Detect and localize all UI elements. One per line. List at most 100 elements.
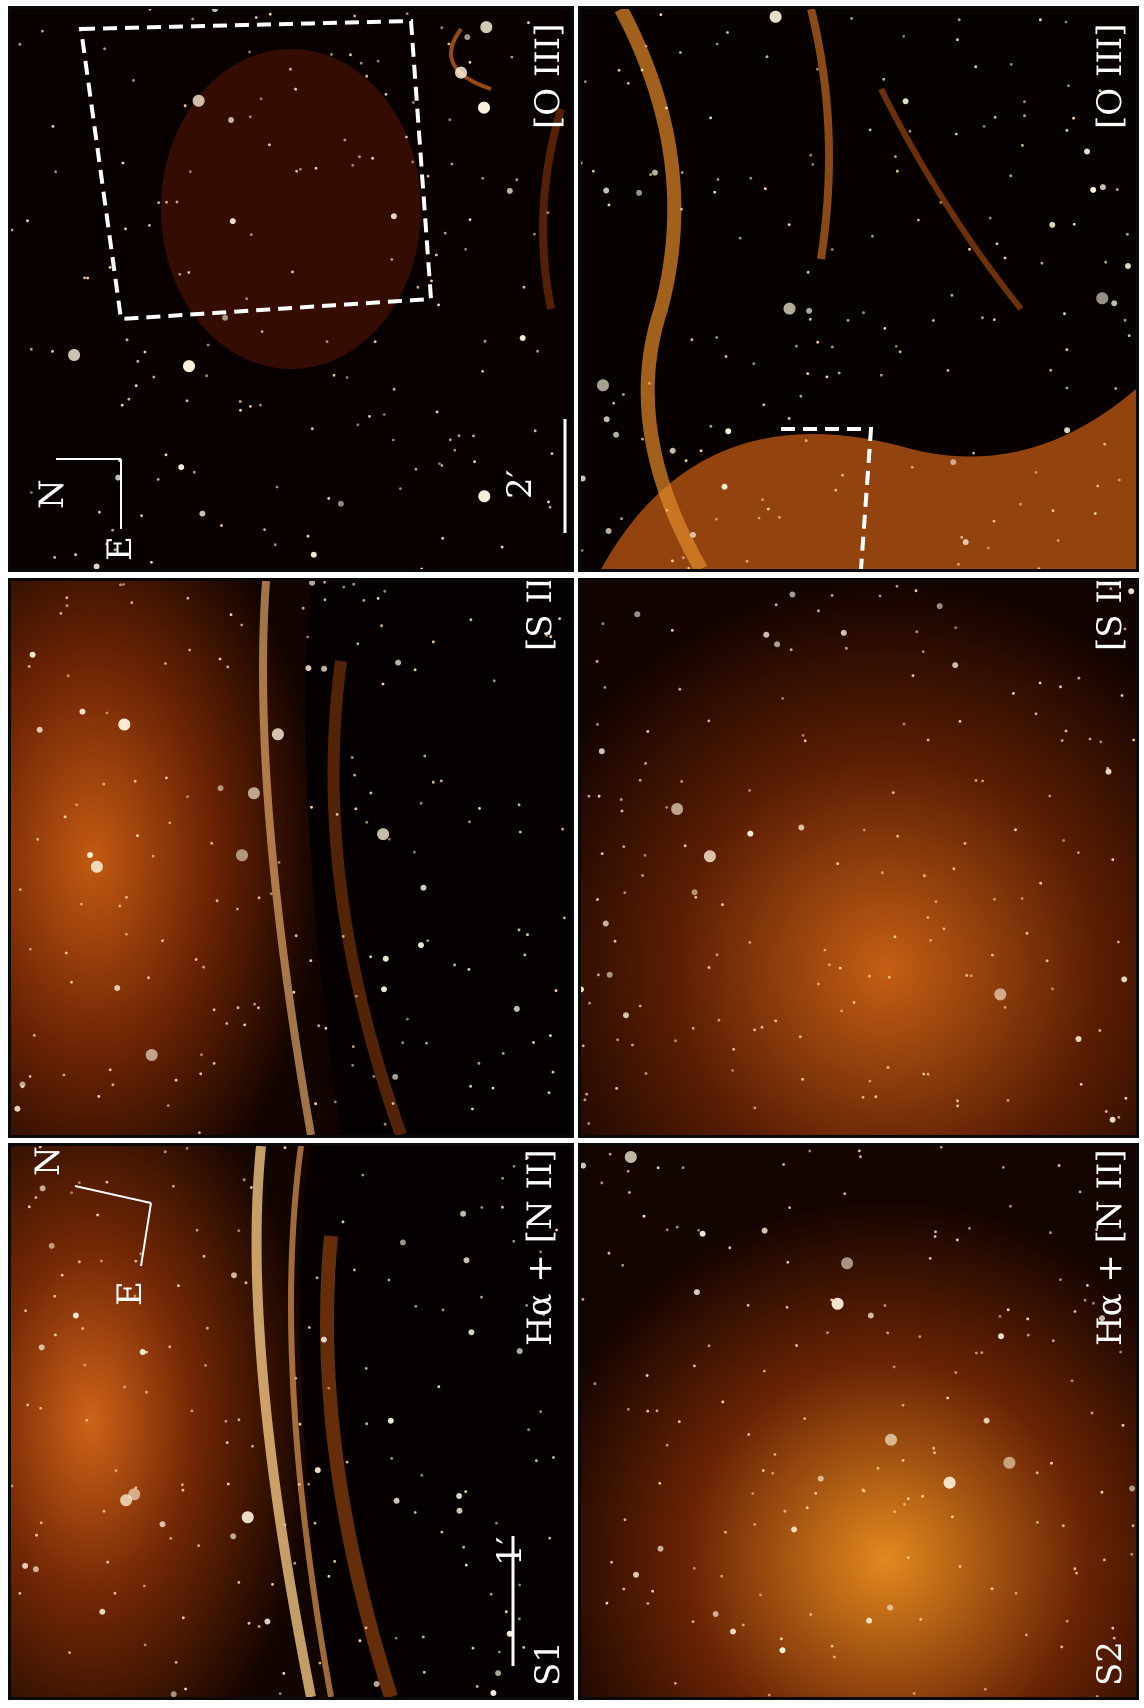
star (874, 1095, 878, 1099)
star (1056, 539, 1060, 542)
star (649, 173, 652, 177)
star (644, 44, 648, 48)
star (1026, 1317, 1030, 1321)
star (464, 34, 471, 41)
star (965, 974, 969, 977)
star (317, 1024, 321, 1028)
star (100, 1259, 103, 1263)
star (229, 218, 236, 225)
star (561, 827, 564, 831)
star (29, 651, 36, 658)
star (145, 1049, 158, 1061)
star (1100, 1490, 1104, 1494)
star (683, 844, 687, 848)
star (741, 1623, 745, 1627)
star (699, 449, 703, 453)
star (680, 780, 684, 783)
star (717, 1018, 721, 1022)
star (1025, 931, 1029, 935)
star (809, 1613, 813, 1616)
star (414, 467, 418, 471)
star (826, 1331, 829, 1335)
star (54, 1333, 57, 1337)
star (271, 728, 284, 741)
star (166, 1104, 170, 1107)
star (172, 1184, 175, 1188)
star (464, 1490, 468, 1493)
star (188, 648, 192, 652)
star (745, 559, 749, 563)
star (30, 491, 33, 494)
star (1020, 897, 1024, 900)
star (633, 1571, 639, 1578)
star (260, 330, 264, 333)
star (467, 968, 471, 971)
star (206, 343, 210, 347)
star (136, 359, 140, 363)
star (22, 1562, 29, 1569)
star (830, 345, 834, 349)
star (516, 1348, 523, 1355)
star (168, 821, 172, 825)
star (314, 1102, 317, 1106)
star (1092, 1301, 1095, 1305)
star (462, 1545, 465, 1549)
star (123, 1385, 126, 1389)
star (984, 1687, 987, 1691)
star (309, 959, 313, 962)
north-label: N (28, 1146, 68, 1176)
star (1048, 794, 1052, 798)
star (513, 1005, 520, 1012)
star (174, 1661, 178, 1664)
star (878, 594, 882, 598)
star (992, 519, 996, 523)
star (351, 1063, 355, 1067)
star (581, 161, 583, 165)
star (861, 1095, 865, 1099)
star (1088, 737, 1092, 741)
star (1072, 116, 1075, 120)
star (420, 1473, 424, 1477)
star (837, 371, 841, 375)
star (691, 1026, 695, 1030)
star (241, 1511, 254, 1524)
star (936, 603, 943, 610)
star (377, 828, 390, 841)
star (956, 1099, 959, 1103)
star (1021, 144, 1024, 147)
star (641, 437, 644, 441)
star (353, 14, 357, 18)
star (506, 1630, 513, 1637)
star (601, 622, 605, 625)
star (327, 1386, 331, 1390)
star (787, 223, 791, 227)
star (623, 891, 627, 894)
star (102, 782, 106, 786)
star (152, 375, 156, 379)
star (906, 1556, 910, 1559)
star (1132, 738, 1136, 742)
star (118, 904, 122, 908)
star (134, 1486, 138, 1489)
star (1127, 334, 1131, 337)
star (763, 187, 767, 191)
star (533, 429, 537, 433)
star (645, 1374, 649, 1377)
filter-label: Hα + [N II] (520, 1149, 560, 1346)
panel-s1-oiii: N E 2′ [O III] (8, 6, 574, 572)
star (585, 1092, 588, 1096)
star (236, 1006, 240, 1010)
star (975, 1351, 978, 1355)
east-label: E (100, 536, 140, 561)
star (891, 791, 895, 794)
star (475, 1685, 479, 1688)
star (721, 483, 728, 490)
star (894, 344, 898, 348)
star (830, 1644, 834, 1648)
star (1064, 427, 1071, 434)
star (313, 1521, 317, 1525)
star (512, 1165, 516, 1168)
star (185, 1146, 189, 1150)
star (205, 374, 209, 378)
star (1128, 588, 1135, 595)
